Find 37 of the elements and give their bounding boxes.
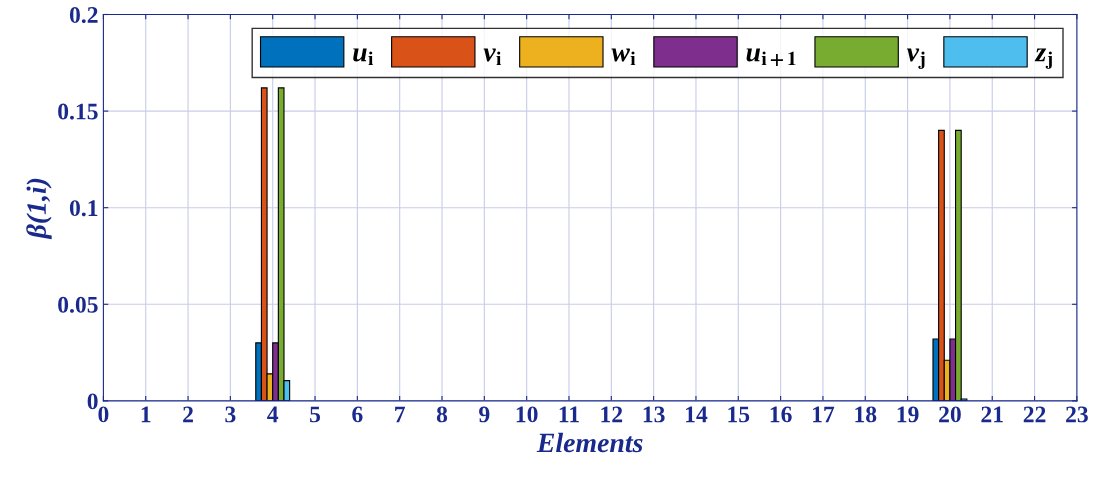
x-tick-label: 7 xyxy=(395,406,406,423)
legend-label: v$_{i}$ xyxy=(483,48,502,65)
legend-label: u$_{i}$ xyxy=(353,48,374,65)
x-tick-label: 23 xyxy=(1066,406,1088,423)
x-tick-label: 15 xyxy=(728,406,750,423)
x-tick-label: 3 xyxy=(225,406,236,423)
x-tick-label: 6 xyxy=(352,406,363,423)
x-tick-label: 16 xyxy=(770,406,792,423)
y-tick-label: 0 xyxy=(87,393,98,410)
x-tick-label: 9 xyxy=(479,406,490,423)
legend-label: u$_{i+1}$ xyxy=(746,48,796,67)
x-tick-label: 18 xyxy=(855,406,877,423)
x-tick-label: 10 xyxy=(516,406,538,423)
x-tick-label: 1 xyxy=(141,406,151,423)
legend-label: w$_{i}$ xyxy=(611,48,636,65)
x-tick-label: 12 xyxy=(601,406,623,423)
y-tick-label: 0.1 xyxy=(69,200,98,217)
y-tick-label: 0.05 xyxy=(58,296,98,313)
x-tick-label: 0 xyxy=(98,406,109,423)
y-tick-label: 0.15 xyxy=(58,103,98,120)
y-tick-label: 0.2 xyxy=(69,6,98,24)
x-tick-label: 2 xyxy=(183,406,193,423)
x-tick-label: 14 xyxy=(686,406,708,423)
x-tick-label: 19 xyxy=(897,406,919,423)
x-tick-label: 17 xyxy=(813,406,835,423)
legend-label: v$_{j}$ xyxy=(906,48,925,69)
x-tick-label: 8 xyxy=(436,406,448,423)
x-axis-title: Elements xyxy=(536,432,643,453)
x-tick-label: 21 xyxy=(981,406,1003,423)
x-tick-label: 4 xyxy=(267,406,279,423)
y-axis-title: β(1,i) xyxy=(26,178,52,240)
x-tick-label: 13 xyxy=(643,406,665,423)
x-tick-label: 20 xyxy=(939,406,961,423)
x-tick-label: 22 xyxy=(1023,406,1046,423)
x-tick-label: 5 xyxy=(310,406,321,423)
x-tick-label: 11 xyxy=(559,406,579,423)
legend-label: z$_{j}$ xyxy=(1034,48,1052,69)
